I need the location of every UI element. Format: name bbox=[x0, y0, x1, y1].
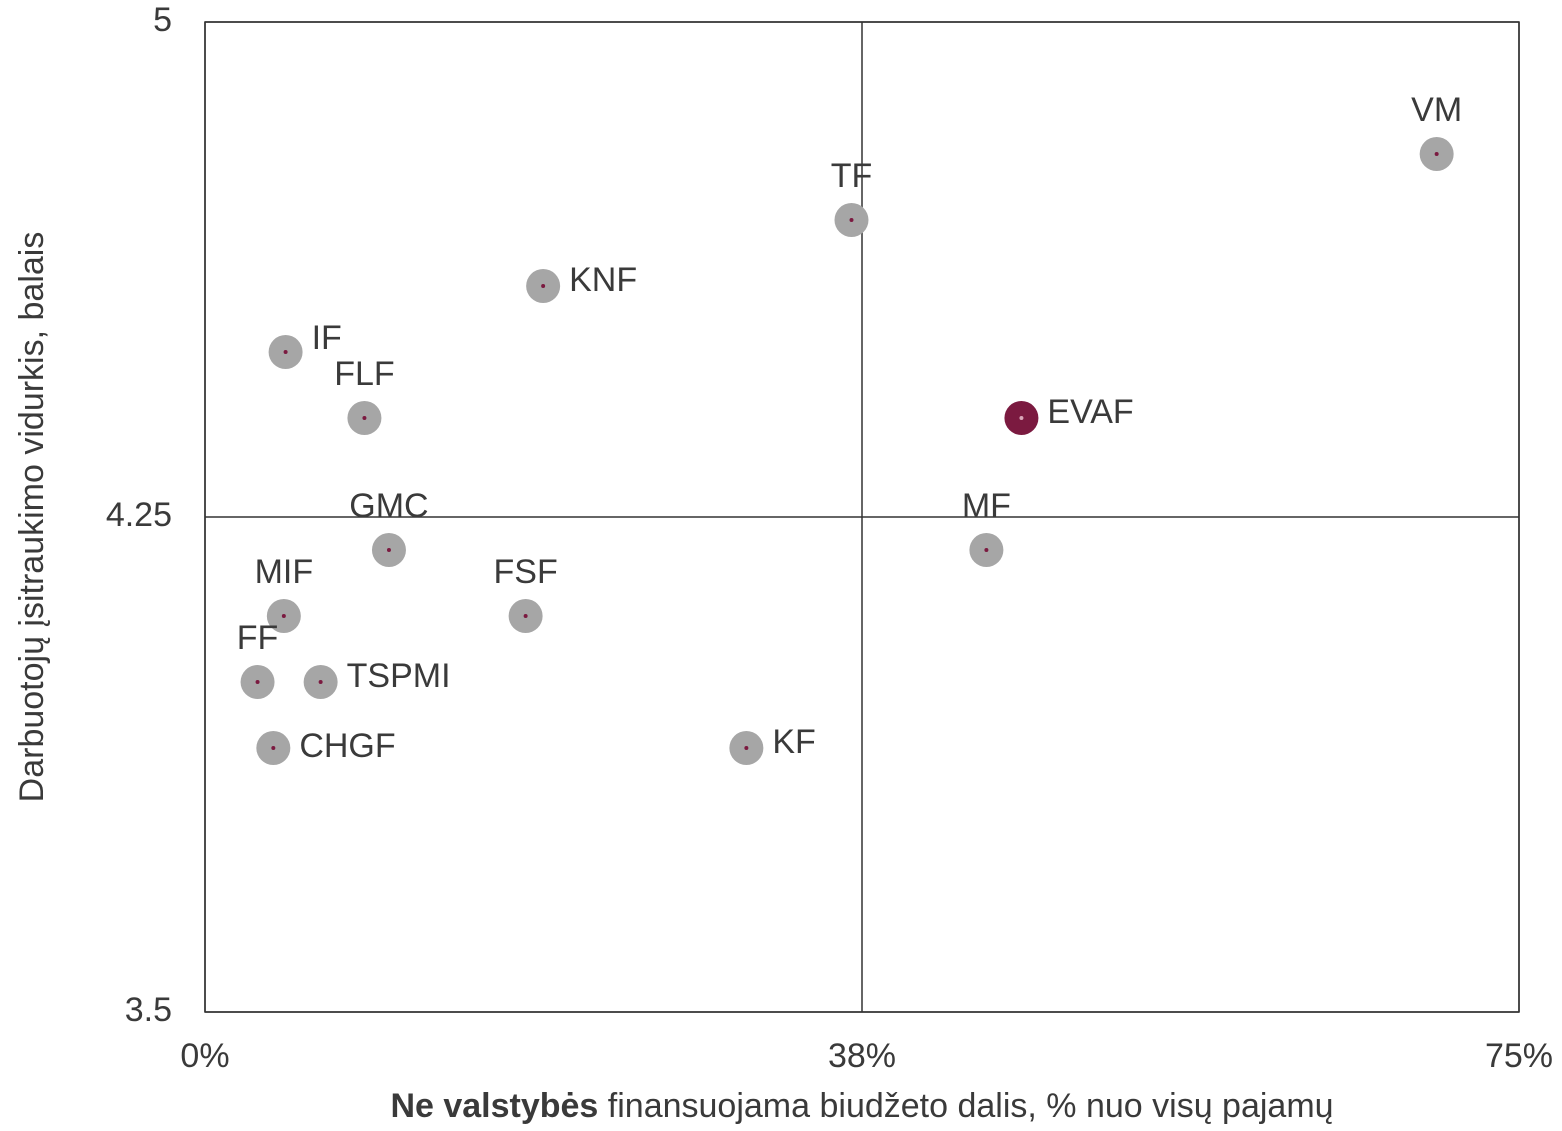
point-label: TSPMI bbox=[347, 657, 451, 695]
x-axis-label: Ne valstybės finansuojama biudžeto dalis… bbox=[390, 1087, 1333, 1125]
point-label: GMC bbox=[349, 487, 428, 525]
point-center bbox=[386, 548, 391, 552]
x-tick-label: 75% bbox=[1485, 1037, 1553, 1075]
point-label: MIF bbox=[255, 553, 314, 591]
y-tick-label: 4.25 bbox=[106, 496, 172, 534]
point-center bbox=[255, 680, 260, 684]
point-center bbox=[744, 746, 749, 750]
point-center bbox=[1019, 416, 1024, 420]
point-label: MF bbox=[962, 487, 1011, 525]
y-axis-label: Darbuotojų įsitraukimo vidurkis, balais bbox=[13, 232, 51, 803]
point-label: VM bbox=[1411, 91, 1462, 129]
point-label: FF bbox=[237, 619, 279, 657]
point-center bbox=[283, 350, 288, 354]
point-label: FLF bbox=[334, 355, 394, 393]
point-center bbox=[523, 614, 528, 618]
y-tick-label: 5 bbox=[153, 1, 172, 39]
x-axis-label-bold: Ne valstybės bbox=[390, 1087, 598, 1125]
point-center bbox=[362, 416, 367, 420]
point-center bbox=[1434, 152, 1439, 156]
x-tick-label: 0% bbox=[180, 1037, 229, 1075]
point-center bbox=[984, 548, 989, 552]
x-tick-label: 38% bbox=[828, 1037, 896, 1075]
point-center bbox=[281, 614, 286, 618]
y-tick-label: 3.5 bbox=[125, 991, 172, 1029]
point-label: KNF bbox=[569, 261, 637, 299]
point-label: IF bbox=[312, 319, 342, 357]
point-center bbox=[849, 218, 854, 222]
x-axis-label-rest: finansuojama biudžeto dalis, % nuo visų … bbox=[598, 1087, 1333, 1125]
point-center bbox=[541, 284, 546, 288]
point-center bbox=[271, 746, 276, 750]
point-label: EVAF bbox=[1047, 393, 1133, 431]
point-label: CHGF bbox=[299, 727, 395, 765]
point-label: KF bbox=[772, 723, 815, 761]
point-label: TF bbox=[831, 157, 873, 195]
point-center bbox=[318, 680, 323, 684]
point-label: FSF bbox=[494, 553, 558, 591]
